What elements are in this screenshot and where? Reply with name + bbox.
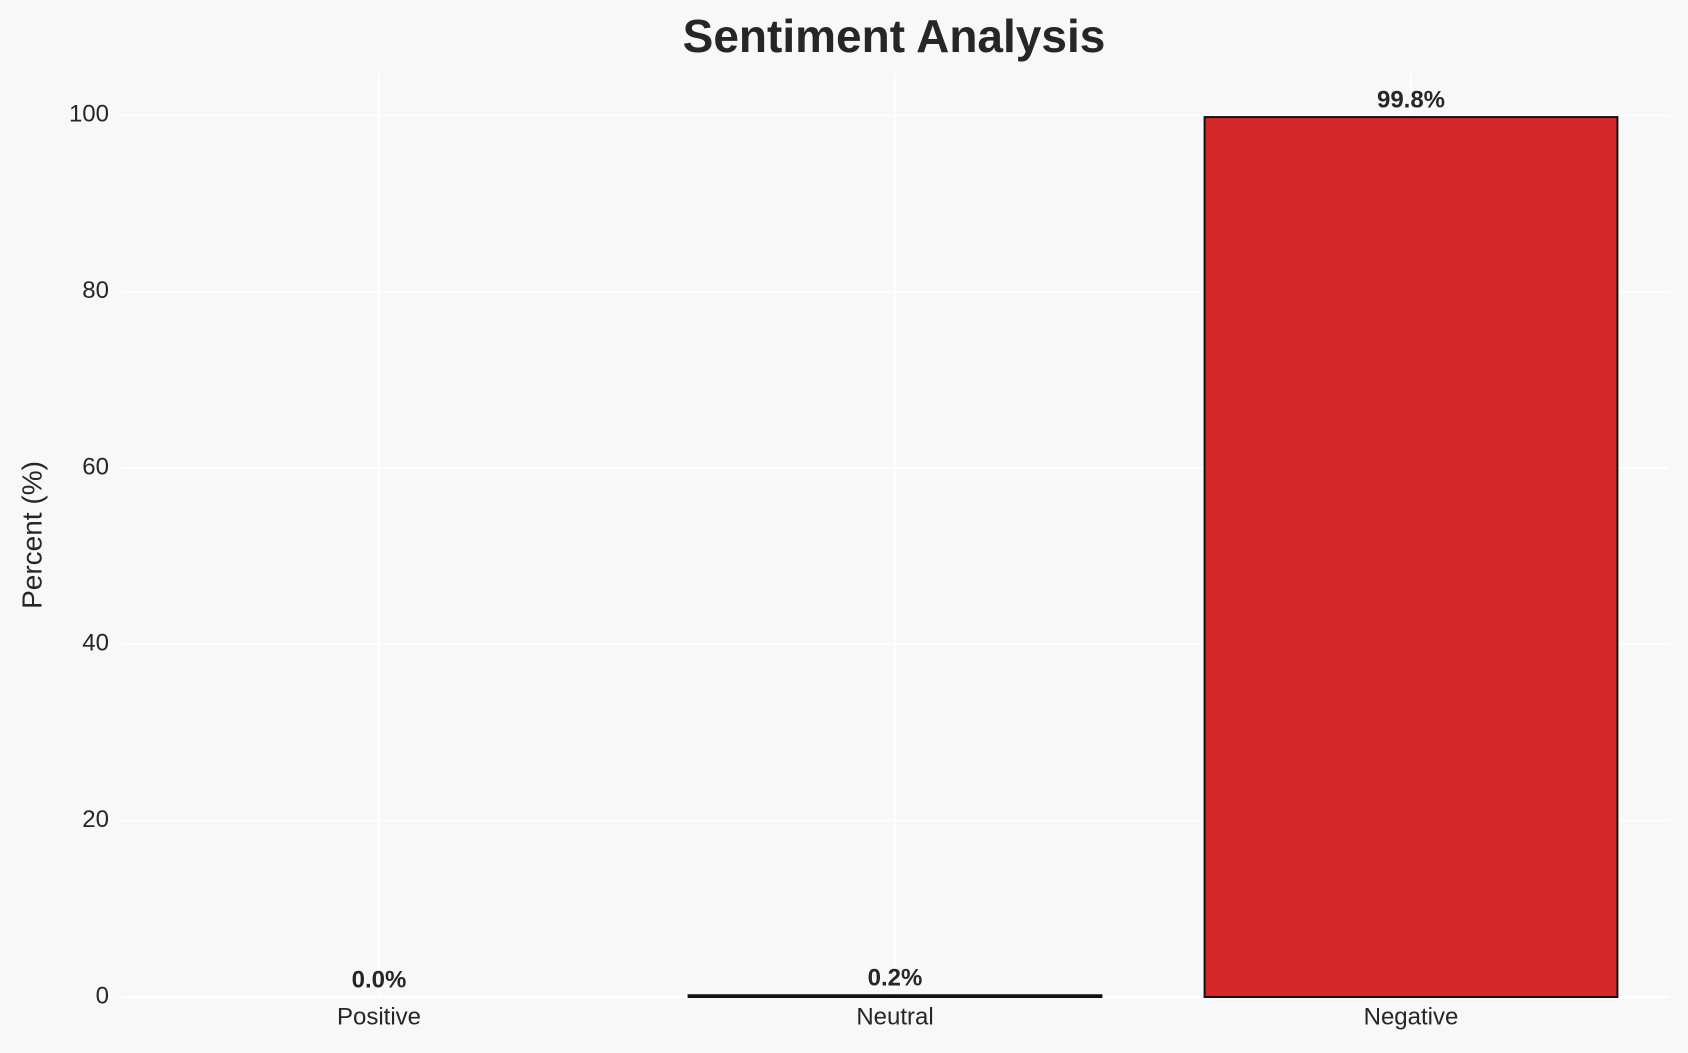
x-tick-label: Negative xyxy=(1364,1003,1459,1030)
value-label: 0.0% xyxy=(352,966,407,993)
y-tick-label: 0 xyxy=(96,982,109,1009)
y-tick-label: 80 xyxy=(82,277,109,304)
y-tick-label: 60 xyxy=(82,453,109,480)
value-label: 99.8% xyxy=(1377,86,1445,113)
y-tick-label: 100 xyxy=(69,101,109,128)
bar xyxy=(687,994,1103,998)
value-label: 0.2% xyxy=(868,965,923,992)
y-tick-label: 20 xyxy=(82,806,109,833)
y-axis-label: Percent (%) xyxy=(16,461,47,609)
y-tick-label: 40 xyxy=(82,630,109,657)
x-tick-label: Positive xyxy=(337,1003,421,1030)
bar xyxy=(1203,116,1619,998)
x-tick-label: Neutral xyxy=(856,1003,933,1030)
chart-title: Sentiment Analysis xyxy=(683,10,1106,62)
